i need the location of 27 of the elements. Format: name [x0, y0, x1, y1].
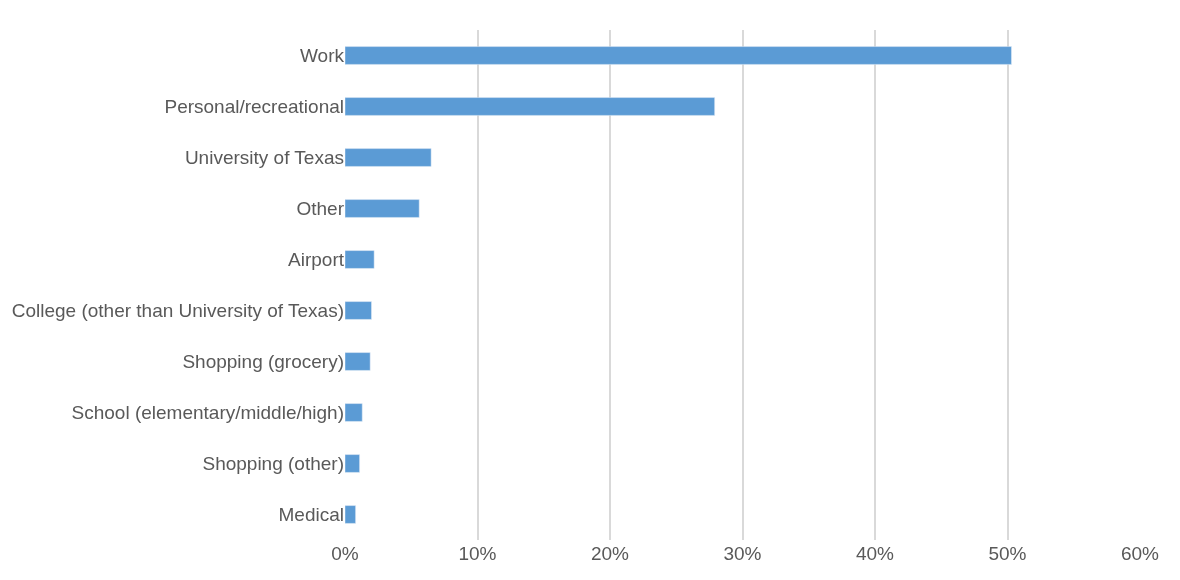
bar — [345, 454, 360, 473]
y-tick-label: University of Texas — [184, 147, 344, 169]
y-tick-label: Shopping (grocery) — [182, 351, 344, 373]
bar — [345, 301, 372, 320]
bar — [345, 505, 356, 524]
x-tick-label: 0% — [331, 543, 359, 564]
x-tick-label: 30% — [723, 543, 762, 564]
bar — [345, 250, 375, 269]
y-tick-label: School (elementary/middle/high) — [71, 402, 344, 424]
x-tick-label: 60% — [1120, 543, 1160, 564]
y-tick-label: Shopping (other) — [202, 453, 344, 475]
bar — [345, 403, 363, 422]
bar — [345, 46, 1012, 65]
x-tick-label: 20% — [590, 543, 630, 564]
bar — [345, 352, 371, 371]
y-tick-label: College (other than University of Texas) — [11, 300, 344, 322]
x-tick-label: 40% — [855, 543, 895, 564]
y-tick-label: Other — [296, 198, 345, 220]
y-tick-label: Work — [300, 45, 345, 67]
bar — [345, 199, 420, 218]
x-tick-label: 10% — [458, 543, 497, 564]
y-tick-label: Medical — [278, 504, 344, 526]
bar — [345, 148, 432, 167]
y-tick-label: Airport — [288, 249, 345, 271]
bar — [345, 97, 715, 116]
x-tick-label: 50% — [988, 543, 1027, 564]
y-tick-label: Personal/recreational — [164, 96, 344, 118]
